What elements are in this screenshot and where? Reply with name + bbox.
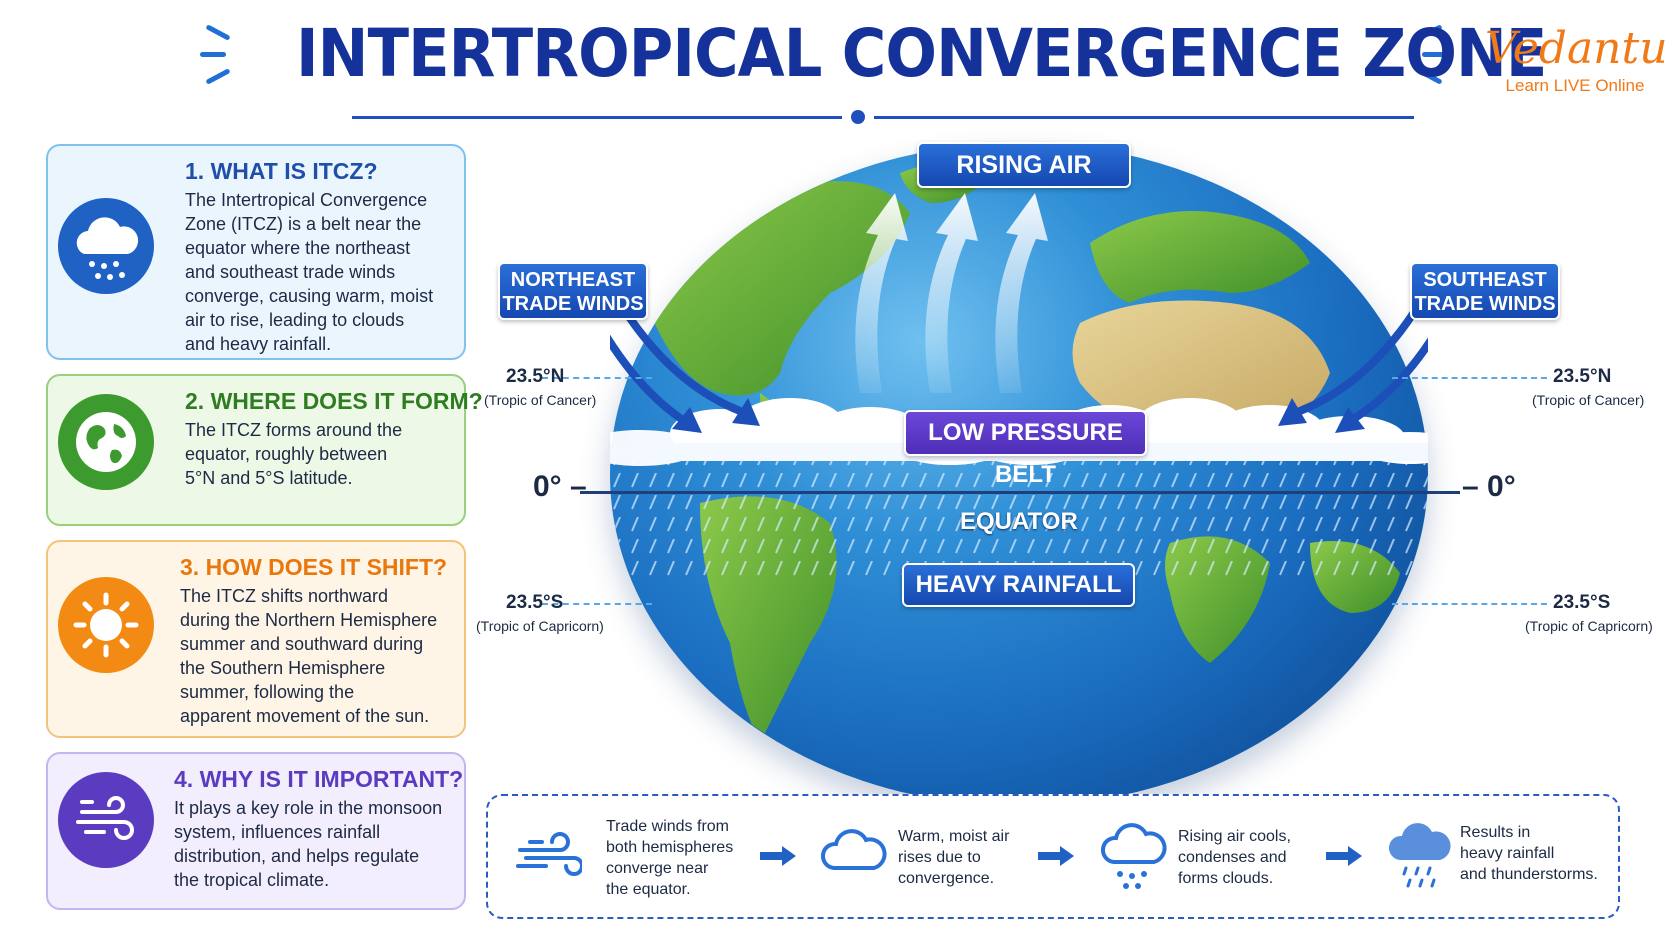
- cloud-icon: [821, 829, 887, 870]
- title-accent-dash: [1422, 52, 1448, 57]
- flow-step-text: Rising air cools, condenses and forms clou…: [1178, 828, 1291, 887]
- logo-name: Vedantu: [1485, 23, 1668, 74]
- zero-latitude-label: – 0°: [1462, 470, 1516, 503]
- card-body: It plays a key role in the monsoon system…: [174, 798, 443, 890]
- northeast-trade-winds-label: NORTHEAST TRADE WINDS: [498, 262, 648, 320]
- title-accent-dash: [205, 24, 231, 41]
- page-title: INTERTROPICAL CONVERGENCE ZONE: [296, 15, 1547, 92]
- rising-air-arrows: [855, 193, 1048, 393]
- southeast-trade-winds-label: SOUTHEAST TRADE WINDS: [1410, 262, 1560, 320]
- globe-icon: [58, 394, 154, 490]
- info-card-shift: 3. HOW DOES IT SHIFT? The ITCZ shifts no…: [46, 540, 466, 738]
- low-pressure-belt-label: LOW PRESSURE BELT: [904, 410, 1147, 488]
- northeast-wind-arrows: [610, 299, 744, 422]
- tropic-of-capricorn-line: [1392, 603, 1547, 605]
- tropic-of-capricorn-line: [542, 603, 652, 605]
- tropic-south-label: 23.5°S: [1553, 592, 1611, 613]
- continent-africa: [1072, 300, 1330, 433]
- title-underline: [352, 116, 842, 119]
- title-underline: [874, 116, 1414, 119]
- tropic-north-label: 23.5°N: [506, 366, 565, 387]
- info-card-what: 1. WHAT IS ITCZ? The Intertropical Conve…: [46, 144, 466, 360]
- flow-step-text: Results in heavy rainfall and thunderstorm…: [1460, 824, 1598, 883]
- card-body: The ITCZ forms around the equator, roughl…: [185, 420, 403, 488]
- tropic-north-label: 23.5°N: [1553, 366, 1612, 387]
- info-card-importance: 4. WHY IS IT IMPORTANT? It plays a key r…: [46, 752, 466, 910]
- card-heading: 1. WHAT IS ITCZ?: [185, 158, 378, 184]
- rainfall-band: [610, 461, 1428, 581]
- heavy-rain-icon: [1388, 823, 1451, 888]
- wind-icon: [58, 772, 154, 868]
- arrow-right-icon: [1038, 846, 1074, 866]
- tropic-north-name: (Tropic of Cancer): [484, 392, 597, 408]
- brand-logo[interactable]: Vedantu Learn LIVE Online: [1485, 22, 1668, 96]
- info-card-where: 2. WHERE DOES IT FORM? The ITCZ forms ar…: [46, 374, 483, 526]
- card-body: The Intertropical Convergence Zone (ITCZ)…: [185, 190, 434, 354]
- logo-tagline: Learn LIVE Online: [1505, 76, 1645, 95]
- tropic-south-name: (Tropic of Capricorn): [1525, 618, 1653, 634]
- arrow-right-icon: [1326, 846, 1362, 866]
- tropic-north-name: (Tropic of Cancer): [1532, 392, 1645, 408]
- tropic-of-cancer-line: [1392, 377, 1547, 379]
- card-heading: 2. WHERE DOES IT FORM?: [185, 388, 483, 414]
- title-underline-dot: [851, 110, 865, 124]
- title-accent-dash: [205, 68, 231, 85]
- flow-step-text: Warm, moist air rises due to convergence.: [898, 828, 1010, 887]
- rain-cloud-outline-icon: [1101, 823, 1167, 889]
- zero-latitude-label: 0° –: [533, 470, 587, 503]
- sun-icon: [58, 577, 154, 673]
- southeast-wind-arrows: [1296, 299, 1428, 422]
- tropic-south-label: 23.5°S: [506, 592, 564, 613]
- equator-line: [580, 491, 1460, 494]
- card-heading: 3. HOW DOES IT SHIFT?: [180, 554, 448, 580]
- card-body: The ITCZ shifts northward during the Nort…: [180, 586, 438, 726]
- tropic-south-name: (Tropic of Capricorn): [476, 618, 604, 634]
- rising-air-label: RISING AIR: [917, 142, 1131, 188]
- title-accent-dash: [200, 52, 226, 57]
- tropic-of-cancer-line: [542, 377, 652, 379]
- globe-illustration: [610, 163, 1428, 743]
- arrow-right-icon: [760, 846, 796, 866]
- process-flow: Trade winds from both hemispheres converge…: [486, 794, 1620, 919]
- card-heading: 4. WHY IS IT IMPORTANT?: [174, 766, 464, 792]
- equator-label: EQUATOR: [960, 508, 1078, 535]
- rain-cloud-icon: [58, 198, 154, 294]
- wind-icon: [516, 832, 582, 876]
- flow-step-text: Trade winds from both hemispheres converge…: [606, 818, 734, 898]
- heavy-rainfall-label: HEAVY RAINFALL: [902, 563, 1135, 607]
